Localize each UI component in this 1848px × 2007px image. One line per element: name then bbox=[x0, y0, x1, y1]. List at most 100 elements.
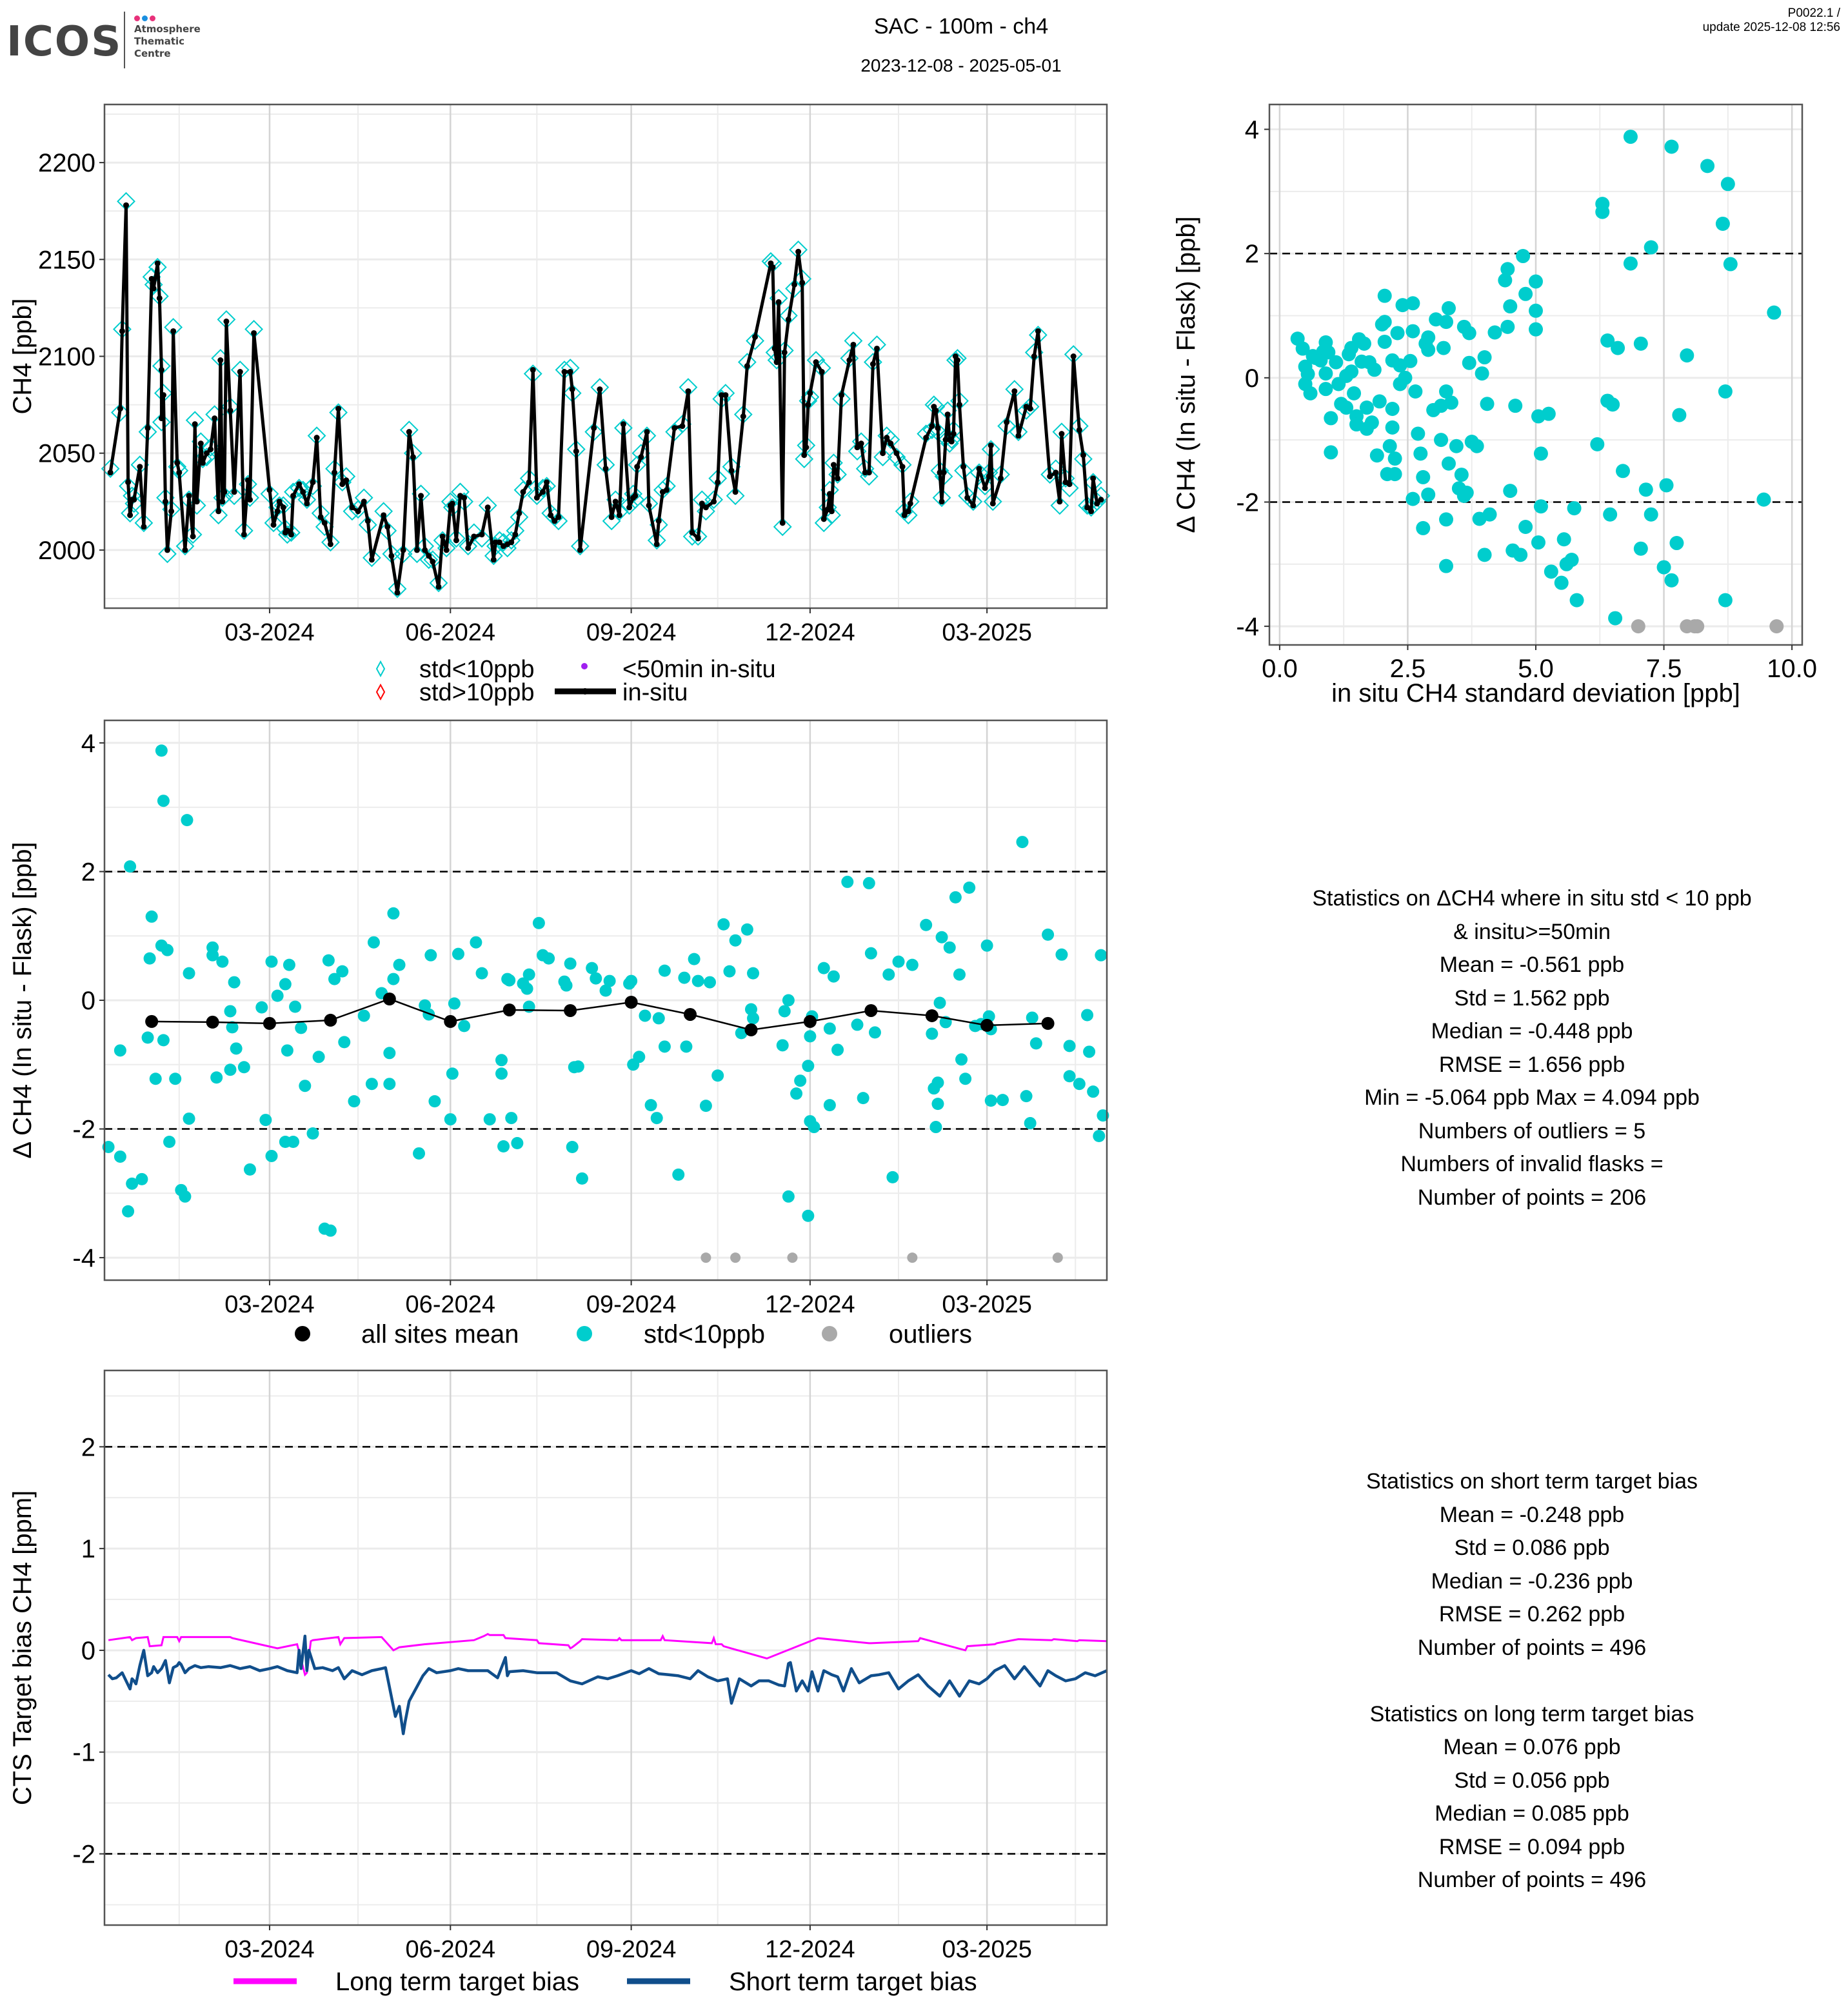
y-tick-label: -2 bbox=[72, 1116, 95, 1144]
stats-line: Statistics on long term target bias bbox=[1369, 1701, 1694, 1726]
in-situ-point bbox=[465, 545, 472, 551]
delta-point bbox=[336, 965, 349, 978]
flask-diamond-marker bbox=[1060, 479, 1079, 498]
in-situ-point bbox=[174, 460, 181, 466]
in-situ-point bbox=[131, 497, 137, 503]
flask-diamond-marker bbox=[388, 579, 407, 598]
in-situ-point bbox=[119, 328, 125, 334]
stats-line: Median = -0.236 ppb bbox=[1431, 1568, 1633, 1594]
delta-point bbox=[338, 1036, 351, 1049]
in-situ-point bbox=[939, 499, 945, 505]
delta-point bbox=[729, 934, 742, 947]
delta-point bbox=[929, 1121, 942, 1134]
scatter-point bbox=[1720, 177, 1735, 192]
in-situ-point bbox=[335, 406, 342, 412]
scatter-point bbox=[1462, 355, 1476, 370]
legend-purple-dot-icon bbox=[581, 663, 588, 669]
x-tick-label: 06-2024 bbox=[406, 1936, 495, 1963]
delta-point bbox=[949, 891, 962, 904]
delta-point bbox=[1024, 1117, 1037, 1130]
in-situ-point bbox=[948, 439, 955, 445]
flask-diamond-marker bbox=[270, 496, 289, 515]
stats-line: Number of points = 496 bbox=[1417, 1868, 1647, 1892]
in-situ-point bbox=[715, 479, 721, 486]
scatter-point bbox=[1439, 315, 1454, 330]
in-situ-point bbox=[805, 402, 811, 408]
all-sites-mean-point bbox=[803, 1014, 817, 1028]
in-situ-point bbox=[435, 584, 442, 590]
flask-diamond-marker bbox=[773, 517, 792, 537]
scatter-point bbox=[1541, 406, 1556, 421]
delta-point bbox=[564, 957, 577, 970]
scatter-point bbox=[1367, 362, 1382, 377]
logo-separator bbox=[124, 12, 125, 68]
in-situ-point bbox=[866, 470, 872, 476]
y-tick-label: -4 bbox=[72, 1244, 95, 1272]
legend-gray-dot-icon bbox=[822, 1326, 837, 1341]
scatter-point bbox=[1344, 364, 1359, 379]
delta-point bbox=[857, 1092, 869, 1105]
scatter-point bbox=[1406, 296, 1420, 311]
in-situ-point bbox=[490, 557, 497, 563]
in-situ-point bbox=[246, 497, 253, 503]
outlier-point bbox=[907, 1252, 918, 1263]
y-tick-label: -4 bbox=[1236, 613, 1259, 641]
scatter-point bbox=[1500, 319, 1515, 334]
in-situ-point bbox=[117, 406, 123, 412]
delta-point bbox=[163, 1135, 176, 1148]
scatter-point bbox=[1554, 575, 1569, 590]
in-situ-point bbox=[176, 470, 183, 476]
in-situ-point bbox=[791, 281, 798, 288]
flask-diamond-marker bbox=[459, 537, 478, 556]
scatter-point bbox=[1369, 448, 1384, 463]
scatter-point bbox=[1475, 366, 1489, 381]
all-sites-mean-point bbox=[263, 1016, 276, 1030]
delta-point bbox=[387, 973, 400, 985]
scatter-point bbox=[1605, 397, 1620, 412]
x-tick-label: 03-2025 bbox=[942, 1936, 1031, 1963]
in-situ-point bbox=[799, 279, 806, 286]
scatter-point bbox=[1756, 492, 1771, 507]
in-situ-point bbox=[288, 531, 294, 538]
in-situ-point bbox=[219, 499, 226, 505]
delta-point bbox=[428, 1095, 441, 1108]
in-situ-point bbox=[327, 541, 333, 548]
flask-diamond-marker bbox=[209, 506, 228, 525]
delta-point bbox=[230, 1042, 243, 1055]
in-situ-point bbox=[722, 392, 729, 399]
in-situ-point bbox=[944, 411, 951, 418]
scatter-point bbox=[1477, 350, 1492, 365]
legend-label: <50min in-situ bbox=[622, 656, 776, 683]
delta-point bbox=[475, 967, 488, 980]
in-situ-point bbox=[426, 553, 432, 559]
in-situ-point bbox=[986, 473, 992, 480]
in-situ-point bbox=[679, 423, 686, 430]
in-situ-point bbox=[577, 547, 583, 553]
delta-point bbox=[980, 939, 993, 952]
in-situ-point bbox=[199, 460, 206, 466]
delta-point bbox=[723, 965, 736, 978]
delta-point bbox=[328, 973, 341, 985]
in-situ-point bbox=[223, 318, 230, 324]
delta-point bbox=[868, 1026, 881, 1039]
y-axis-label: CH4 [ppb] bbox=[8, 298, 37, 414]
in-situ-point bbox=[801, 452, 808, 459]
in-situ-point bbox=[422, 547, 428, 553]
scatter-point bbox=[1659, 478, 1674, 493]
delta-point bbox=[145, 910, 158, 923]
delta-point bbox=[658, 1040, 671, 1053]
flask-diamond-marker bbox=[175, 537, 195, 556]
scatter-point bbox=[1611, 341, 1625, 355]
delta-point bbox=[183, 967, 195, 980]
y-tick-label: 0 bbox=[81, 1637, 95, 1665]
delta-point bbox=[997, 1094, 1009, 1107]
flask-diamond-marker bbox=[1050, 496, 1069, 515]
x-tick-label: 5.0 bbox=[1518, 655, 1554, 683]
stats-line: Mean = 0.076 ppb bbox=[1443, 1735, 1621, 1759]
in-situ-point bbox=[137, 464, 143, 470]
delta-point bbox=[827, 970, 840, 983]
y-tick-label: 0 bbox=[81, 987, 95, 1015]
in-situ-point bbox=[597, 386, 603, 393]
in-situ-point bbox=[1066, 481, 1073, 488]
in-situ-point bbox=[740, 413, 746, 420]
